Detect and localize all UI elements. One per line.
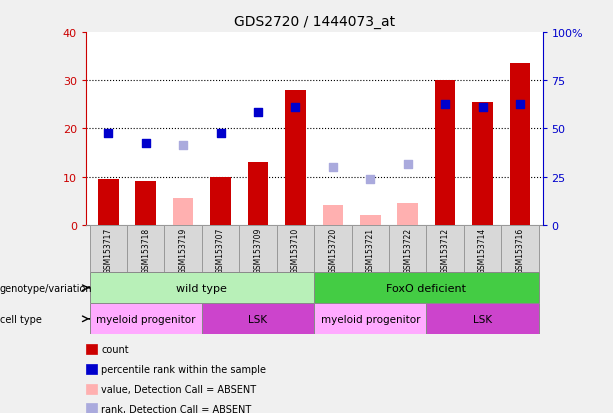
Text: GSM153718: GSM153718 — [141, 228, 150, 273]
Text: GSM153716: GSM153716 — [516, 228, 525, 273]
Text: rank, Detection Call = ABSENT: rank, Detection Call = ABSENT — [101, 404, 251, 413]
Text: GSM153717: GSM153717 — [104, 228, 113, 273]
Bar — [202, 304, 314, 335]
Point — [515, 102, 525, 108]
Bar — [314, 273, 539, 304]
Point — [403, 162, 413, 169]
Bar — [89, 273, 314, 304]
Text: GSM153714: GSM153714 — [478, 228, 487, 273]
Bar — [314, 304, 427, 335]
Text: count: count — [101, 344, 129, 354]
Text: genotype/variation: genotype/variation — [0, 283, 93, 293]
Point — [328, 164, 338, 171]
Bar — [397, 204, 418, 225]
Text: GSM153710: GSM153710 — [291, 228, 300, 273]
Bar — [501, 225, 539, 273]
Bar — [427, 304, 539, 335]
Bar — [164, 225, 202, 273]
Text: percentile rank within the sample: percentile rank within the sample — [101, 364, 266, 374]
Point — [478, 104, 487, 111]
Text: GSM153722: GSM153722 — [403, 228, 413, 273]
Bar — [239, 225, 276, 273]
Bar — [276, 225, 314, 273]
Point — [365, 176, 375, 183]
Bar — [322, 206, 343, 225]
Text: FoxO deficient: FoxO deficient — [386, 283, 466, 293]
Title: GDS2720 / 1444073_at: GDS2720 / 1444073_at — [234, 15, 395, 29]
Text: GSM153721: GSM153721 — [366, 228, 375, 273]
Bar — [127, 225, 164, 273]
Text: GSM153709: GSM153709 — [254, 228, 262, 274]
Point — [141, 140, 151, 147]
Text: myeloid progenitor: myeloid progenitor — [96, 314, 196, 324]
Point — [253, 109, 263, 116]
Bar — [427, 225, 464, 273]
Bar — [464, 225, 501, 273]
Bar — [352, 225, 389, 273]
Bar — [285, 91, 306, 225]
Bar — [89, 225, 127, 273]
Point — [291, 104, 300, 111]
Point — [216, 131, 226, 137]
Text: wild type: wild type — [177, 283, 227, 293]
Text: LSK: LSK — [248, 314, 268, 324]
Text: myeloid progenitor: myeloid progenitor — [321, 314, 420, 324]
Bar — [473, 103, 493, 225]
Bar — [389, 225, 427, 273]
Text: LSK: LSK — [473, 314, 492, 324]
Bar — [173, 199, 194, 225]
Text: GSM153707: GSM153707 — [216, 228, 225, 274]
Point — [104, 131, 113, 137]
Text: GSM153719: GSM153719 — [178, 228, 188, 273]
Bar — [210, 177, 231, 225]
Text: GSM153712: GSM153712 — [441, 228, 450, 273]
Bar — [98, 180, 118, 225]
Bar — [89, 304, 202, 335]
Point — [178, 142, 188, 149]
Text: cell type: cell type — [0, 314, 42, 324]
Bar — [510, 64, 530, 225]
Bar — [248, 163, 268, 225]
Bar — [435, 81, 455, 225]
Bar — [360, 216, 381, 225]
Bar — [202, 225, 239, 273]
Bar — [135, 182, 156, 225]
Point — [440, 102, 450, 108]
Text: value, Detection Call = ABSENT: value, Detection Call = ABSENT — [101, 384, 256, 394]
Bar — [314, 225, 352, 273]
Text: GSM153720: GSM153720 — [329, 228, 337, 273]
